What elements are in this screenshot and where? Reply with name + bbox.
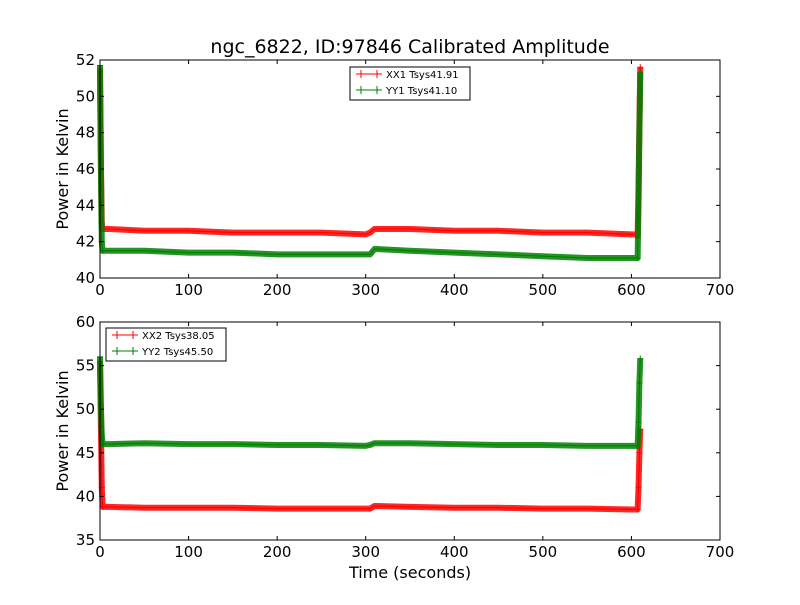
x-tick-label: 500 — [529, 543, 558, 561]
x-tick-label: 300 — [351, 543, 380, 561]
legend-entry-xx2: XX2 Tsys38.05 — [112, 331, 215, 342]
y-tick-label: 50 — [76, 87, 95, 105]
x-tick-label: 600 — [617, 281, 646, 299]
legend-entry-xx1: XX1 Tsys41.91 — [356, 70, 459, 81]
y-tick-label: 60 — [76, 313, 95, 331]
data-point — [99, 441, 106, 448]
data-point — [635, 202, 642, 209]
series-yy2 — [97, 353, 644, 449]
y-tick-label: 44 — [76, 196, 95, 214]
data-point — [634, 506, 641, 513]
x-tick-label: 300 — [351, 281, 380, 299]
data-point — [636, 449, 643, 456]
top-legend: XX1 Tsys41.91 YY1 Tsys41.10 — [349, 66, 471, 101]
y-tick-label: 55 — [76, 357, 95, 375]
x-tick-label: 400 — [440, 543, 469, 561]
y-tick-label: 46 — [76, 160, 95, 178]
x-tick-label: 600 — [617, 543, 646, 561]
data-point — [634, 442, 641, 449]
legend-label-xx1: XX1 Tsys41.91 — [386, 70, 459, 81]
y-tick-label: 35 — [76, 531, 95, 549]
bottom-legend-box — [105, 327, 227, 362]
bottom-panel: 0 100 200 300 400 500 600 700 35 40 45 50 55 60 Powe… — [53, 313, 734, 582]
x-tick-label: 0 — [95, 281, 105, 299]
x-tick-label: 200 — [263, 281, 292, 299]
legend-label-yy1: YY1 Tsys41.10 — [385, 86, 457, 97]
data-point — [635, 419, 642, 426]
x-tick-label: 700 — [706, 543, 735, 561]
legend-entry-yy1: YY1 Tsys41.10 — [356, 86, 457, 97]
y-tick-label: 40 — [76, 487, 95, 505]
data-point — [637, 69, 644, 76]
y-tick-label: 52 — [76, 51, 95, 69]
chart-title: ngc_6822, ID:97846 Calibrated Amplitude — [210, 36, 609, 58]
y-tick-label: 40 — [76, 269, 95, 287]
bottom-y-ticks: 35 40 45 50 55 60 — [76, 313, 720, 549]
data-point — [99, 247, 106, 254]
y-tick-label: 50 — [76, 400, 95, 418]
top-y-ticks: 40 42 44 46 48 50 52 — [76, 51, 720, 287]
bottom-plot-area — [97, 353, 644, 513]
top-plot-area — [97, 62, 644, 262]
bottom-axes-frame — [99, 321, 721, 541]
x-tick-label: 400 — [440, 281, 469, 299]
y-tick-label: 48 — [76, 124, 95, 142]
bottom-y-axis-label: Power in Kelvin — [53, 370, 72, 491]
x-tick-label: 100 — [174, 543, 203, 561]
data-point — [636, 380, 643, 387]
data-point — [636, 129, 643, 136]
x-tick-label: 100 — [174, 281, 203, 299]
x-tick-label: 500 — [529, 281, 558, 299]
data-point — [97, 401, 104, 408]
top-panel: ngc_6822, ID:97846 Calibrated Amplitude … — [53, 36, 734, 299]
x-tick-label: 0 — [95, 543, 105, 561]
data-point — [634, 255, 641, 262]
legend-label-xx2: XX2 Tsys38.05 — [142, 331, 215, 342]
y-tick-label: 42 — [76, 233, 95, 251]
data-point — [637, 64, 644, 71]
y-tick-label: 45 — [76, 444, 95, 462]
data-point — [99, 503, 106, 510]
legend-entry-yy2: YY2 Tsys45.50 — [112, 347, 213, 358]
series-xx2 — [97, 358, 644, 513]
data-point — [635, 484, 642, 491]
x-tick-label: 200 — [263, 543, 292, 561]
top-y-axis-label: Power in Kelvin — [53, 108, 72, 229]
legend-label-yy2: YY2 Tsys45.50 — [141, 347, 213, 358]
top-x-ticks: 0 100 200 300 400 500 600 700 — [95, 60, 734, 299]
top-legend-box — [349, 66, 471, 101]
data-point — [637, 355, 644, 362]
x-axis-label: Time (seconds) — [348, 563, 471, 582]
bottom-legend: XX2 Tsys38.05 YY2 Tsys45.50 — [105, 327, 227, 362]
bottom-x-ticks: 0 100 200 300 400 500 600 700 — [95, 322, 734, 561]
x-tick-label: 700 — [706, 281, 735, 299]
